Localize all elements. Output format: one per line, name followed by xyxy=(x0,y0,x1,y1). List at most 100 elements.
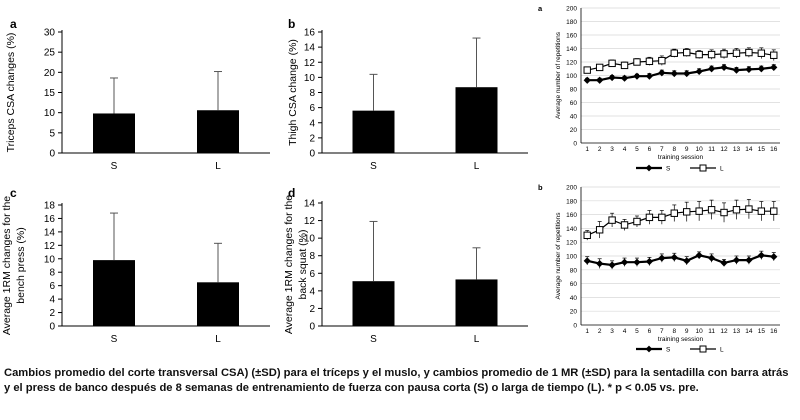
bar-panel-c-2-ytick-label: 2 xyxy=(49,308,55,319)
line-panel-a-0-series-L-point xyxy=(620,61,629,70)
bar-panel-a-0-ytick-label: 30 xyxy=(44,28,56,39)
line-panel-b-1-series-L-point xyxy=(670,209,678,217)
bar-panel-c-2-ytick-label: 18 xyxy=(44,201,56,212)
line-panel-a-0-ytick-label: 100 xyxy=(566,73,577,80)
line-panel-a-0-legend-label-S: S xyxy=(666,166,671,173)
line-panel-b-1-series-S-point xyxy=(583,257,591,265)
line-panel-b-1-xtick-label: 16 xyxy=(770,328,778,335)
line-panel-b-1-series-S-point xyxy=(645,257,654,266)
line-panel-a-0-xtick-label: 3 xyxy=(610,146,614,153)
line-panel-a-0-series-S-point xyxy=(608,73,616,82)
line-panel-a-0-series-L-point xyxy=(707,50,716,59)
line-panel-b-1-xtick-label: 1 xyxy=(585,328,589,335)
bar-panel-c-2-ytick-label: 12 xyxy=(44,241,56,252)
line-panel-b-1-series-S-point xyxy=(757,251,765,259)
bar-panel-d-3-ylabel: Average 1RM changes for the xyxy=(283,195,295,334)
line-panel-a-0-series-S-point xyxy=(707,65,716,73)
line-panel-b-1-series-L-point xyxy=(658,213,666,222)
bar-panel-b-1-ytick-label: 2 xyxy=(309,133,315,144)
line-panel-b-1-ytick-label: 200 xyxy=(566,185,577,192)
line-panel-a-0-xtick-label: 1 xyxy=(585,146,589,153)
line-panel-b-1-series-S-point xyxy=(633,258,641,266)
bar-panel-d-3-ytick-label: 4 xyxy=(309,286,315,297)
line-panel-b-1-legend-label-L: L xyxy=(720,347,724,354)
line-panel-a-0-series-S-point xyxy=(583,76,591,84)
line-panel-b-1-legend-label-S: S xyxy=(666,347,671,354)
line-panel-b-1-legend-marker-S xyxy=(645,345,653,353)
bar-panel-b-1-ytick-label: 14 xyxy=(304,43,316,54)
line-panel-b-1-series-L-point xyxy=(732,206,741,214)
line-panel-a-0-series-S-point xyxy=(770,63,778,71)
line-panel-a-0-legend-marker-S xyxy=(645,164,653,172)
bar-panel-a-0-ytick-label: 0 xyxy=(49,149,55,160)
line-panel-a-0-series-L-point xyxy=(595,63,604,72)
bar-panel-a-0-ylabel: Triceps CSA changes (%) xyxy=(5,33,17,153)
bar-panel-b-1-ytick-label: 6 xyxy=(309,103,315,114)
line-panel-b-1-xtick-label: 11 xyxy=(708,328,715,335)
line-panel-b-1-series-L-point xyxy=(620,221,629,229)
bar-panel-c-2-letter: c xyxy=(10,186,17,200)
line-panel-b-1-xtick-label: 14 xyxy=(745,328,753,335)
line-panel-b-1-series-L-point xyxy=(595,226,604,234)
bar-panel-d-3-ylabel: back squat (%) xyxy=(297,229,309,299)
line-panel-a-0-series-L-point xyxy=(770,51,778,59)
line-panel-b-1-xtick-label: 3 xyxy=(610,328,614,335)
bar-panel-b-1-ytick-label: 16 xyxy=(304,28,316,39)
line-panel-a-0-ytick-label: 200 xyxy=(566,6,577,13)
line-panel-b-1-series-S-point xyxy=(670,253,678,261)
line-panel-b-1-series-L-line xyxy=(586,208,774,236)
line-panel-a-0-series-L-point xyxy=(695,50,703,59)
line-panel-b-1-series-S-point xyxy=(683,257,691,265)
line-panel-b-1-xtick-label: 7 xyxy=(660,328,664,335)
bar-panel-d-3-ytick-label: 14 xyxy=(304,199,316,210)
line-panel-b-1-series-S-point xyxy=(596,259,604,268)
line-panel-a-0-ytick-label: 20 xyxy=(570,127,578,134)
line-panel-a-0-ytick-label: 80 xyxy=(570,87,578,94)
line-panel-a-0-series-L-point xyxy=(670,49,678,57)
bar-panel-d-3-ytick-label: 0 xyxy=(309,322,315,333)
line-panel-b-1-xtick-label: 13 xyxy=(733,328,741,335)
figure-caption: Cambios promedio del corte transversal C… xyxy=(4,367,789,394)
bar-panel-c-2-ytick-label: 4 xyxy=(49,295,55,306)
line-panel-a-0-xtick-label: 14 xyxy=(745,146,753,153)
bar-panel-c-2-bar-S xyxy=(93,260,135,326)
bar-panel-a-0-ytick-label: 25 xyxy=(44,48,56,59)
line-panel-a-0-xtick-label: 16 xyxy=(770,146,778,153)
line-panel-a-0-ytick-label: 0 xyxy=(573,141,577,148)
bar-panel-c-2-bar-L xyxy=(197,282,239,326)
line-panel-a-0-xtick-label: 5 xyxy=(635,146,639,153)
bar-panel-d-3-xtick-label-S: S xyxy=(370,334,377,345)
line-panel-b-1-ytick-label: 140 xyxy=(566,226,577,233)
line-panel-a-0-series-S-point xyxy=(732,66,741,74)
line-panel-a-0-series-S-point xyxy=(645,72,654,80)
bar-panel-d-3-ytick-label: 8 xyxy=(309,251,315,262)
line-panel-b-1-xtick-label: 10 xyxy=(696,328,704,335)
bar-panel-b-1-xtick-label-L: L xyxy=(474,161,480,172)
line-panel-a-0-series-S-point xyxy=(745,65,753,74)
line-panel-b-1-series-L-point xyxy=(608,216,616,224)
bar-panel-d-3-xtick-label-L: L xyxy=(474,334,480,345)
line-panel-b-1-series-L-point xyxy=(720,208,728,217)
bar-panel-b-1-ytick-label: 12 xyxy=(304,58,316,69)
line-panel-b-1-legend-marker-L xyxy=(699,345,707,353)
line-panel-a-0-ytick-label: 140 xyxy=(566,46,577,53)
line-panel-a-0-series-L-point xyxy=(683,48,691,57)
line-panel-a-0-xtick-label: 13 xyxy=(733,146,741,153)
line-panel-b-1-series-L-point xyxy=(583,231,591,240)
line-panel-a-0-ytick-label: 60 xyxy=(570,100,578,107)
line-panel-b-1-ytick-label: 180 xyxy=(566,198,577,205)
line-panel-a-0-ytick-label: 120 xyxy=(566,60,577,67)
line-panel-a-0-xtick-label: 8 xyxy=(672,146,676,153)
bar-panel-b-1-letter: b xyxy=(288,17,295,31)
bar-panel-a-0-ytick-label: 10 xyxy=(44,108,56,119)
line-panel-a-0-xtick-label: 6 xyxy=(648,146,652,153)
bar-panel-d-3-ytick-label: 2 xyxy=(309,304,315,315)
bar-panel-b-1-bar-L xyxy=(455,87,498,153)
line-panel-b-1-series-S-point xyxy=(620,258,629,266)
line-panel-a-0-series-L-point xyxy=(720,50,728,58)
line-panel-a-0-series-S-point xyxy=(683,69,691,78)
line-panel-a-0-series-S-point xyxy=(757,65,765,73)
line-panel-a-0-xtick-label: 11 xyxy=(708,146,715,153)
line-panel-b-1-ytick-label: 80 xyxy=(570,267,578,274)
